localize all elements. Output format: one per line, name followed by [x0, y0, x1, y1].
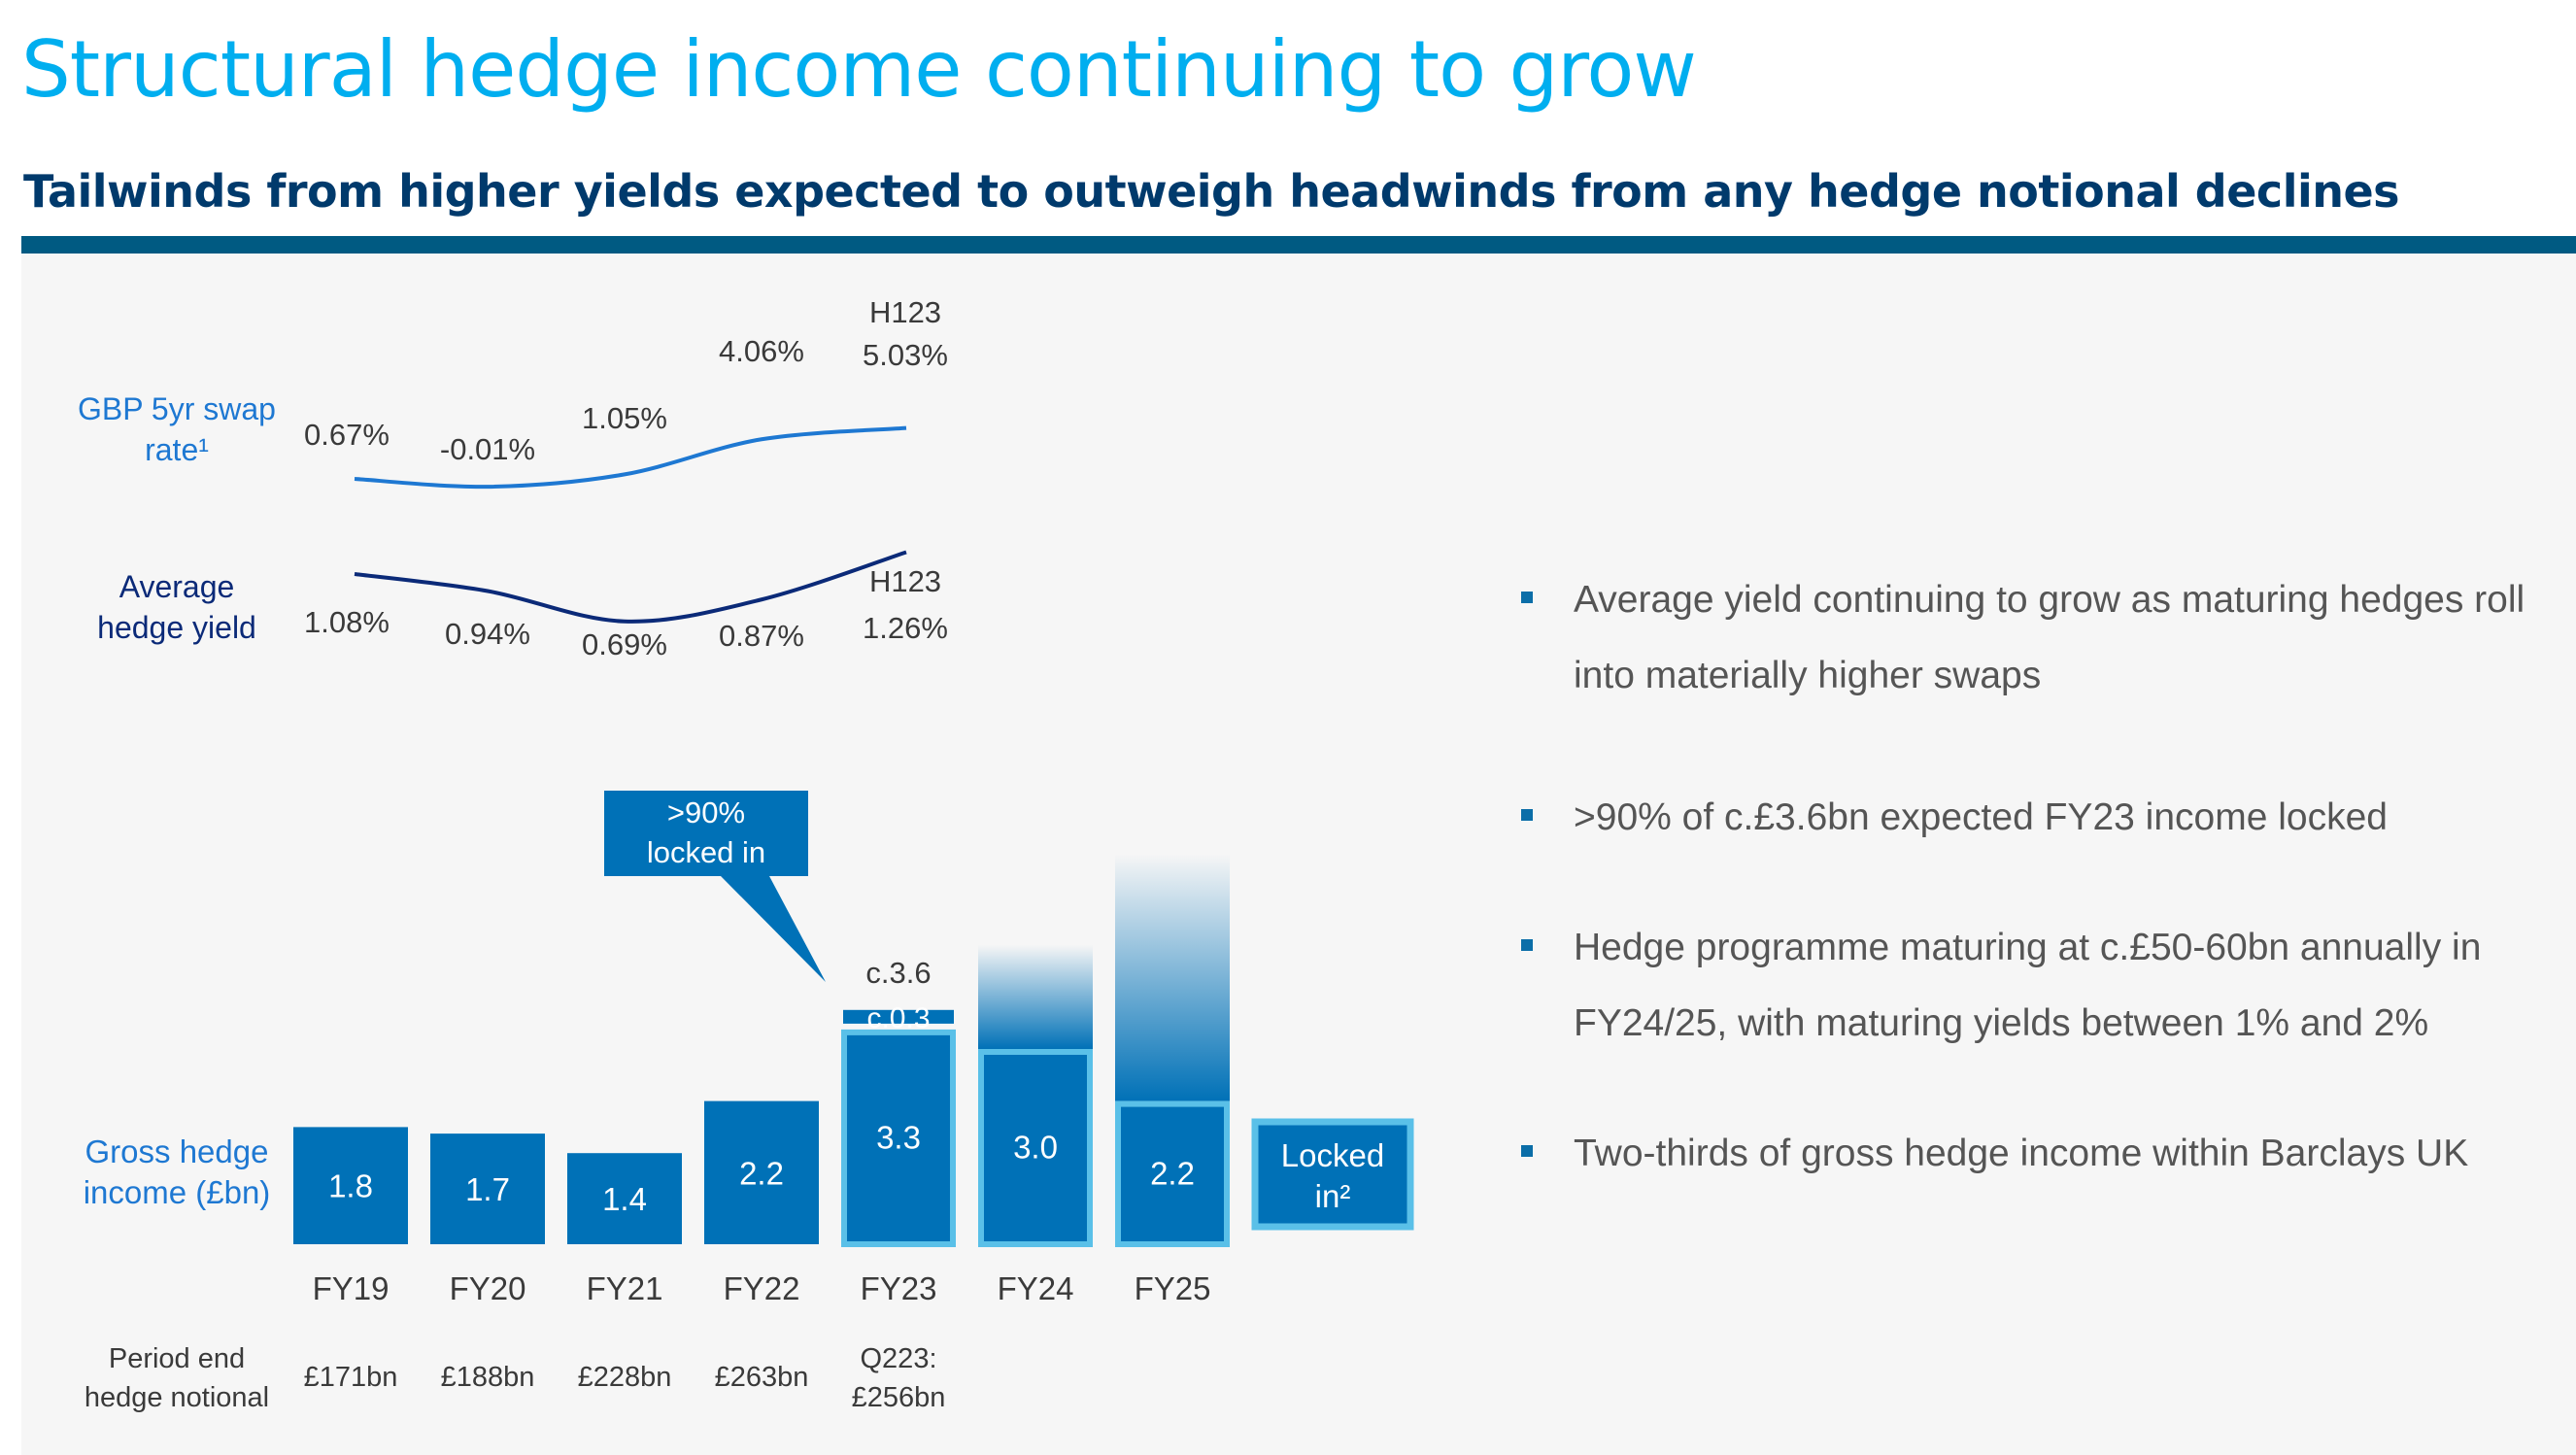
- bar-value-label: 1.7: [465, 1171, 510, 1207]
- key-point-text: Average yield continuing to grow as matu…: [1574, 579, 2525, 696]
- title-divider: [21, 236, 2576, 254]
- series-line: [354, 425, 907, 490]
- bar: [567, 1153, 682, 1244]
- line-series-label: rate¹: [145, 432, 209, 467]
- line-data-label: 0.67%: [304, 418, 390, 452]
- bar-total-label: c.3.6: [865, 956, 931, 990]
- notional-value: Q223:: [861, 1343, 937, 1374]
- x-tick-label: FY21: [587, 1270, 663, 1306]
- bar: [430, 1134, 545, 1244]
- page-subtitle: Tailwinds from higher yields expected to…: [23, 165, 2400, 218]
- key-point-text: Hedge programme maturing at c.£50-60bn a…: [1574, 927, 2482, 1044]
- bar-additional-segment: [843, 1009, 954, 1024]
- bar-value-label: 3.3: [876, 1119, 921, 1155]
- locked-legend-box: [1251, 1118, 1414, 1231]
- bar-unlocked-segment: [1115, 854, 1230, 1101]
- hedge-income-chart: c.0.3 1.8 1.7 1.4 2.2 3.3 3.0 2.2 Locked in² >90% l…: [78, 295, 1414, 1413]
- line-data-label: 4.06%: [719, 334, 804, 368]
- bar-value-label: 3.0: [1013, 1130, 1058, 1166]
- line-period-header: H123: [869, 564, 941, 598]
- bar-value-label: 2.2: [739, 1155, 784, 1191]
- x-tick-label: FY19: [313, 1270, 390, 1306]
- key-point-text: Two-thirds of gross hedge income within …: [1574, 1133, 2469, 1174]
- bars-series-label: income (£bn): [84, 1174, 271, 1210]
- bar: [841, 1029, 956, 1248]
- notional-row-label: Period end: [109, 1343, 245, 1374]
- bars-series-label: Gross hedge: [85, 1134, 269, 1169]
- line-series-label: Average: [119, 569, 235, 604]
- bar: [704, 1100, 819, 1244]
- x-tick-label: FY24: [998, 1270, 1074, 1306]
- bar: [1115, 1100, 1230, 1247]
- bullet-square-icon: [1521, 939, 1533, 951]
- x-tick-label: FY20: [450, 1270, 526, 1306]
- bullet-square-icon: [1521, 1145, 1533, 1157]
- x-tick-label: FY25: [1135, 1270, 1211, 1306]
- callout-text: >90%: [667, 795, 745, 829]
- notional-row-label: hedge notional: [85, 1382, 269, 1413]
- callout-text: locked in: [647, 835, 765, 869]
- x-tick-label: FY22: [724, 1270, 800, 1306]
- bullet-square-icon: [1521, 809, 1533, 821]
- line-data-label: 5.03%: [863, 338, 948, 372]
- callout-pointer: [721, 876, 826, 982]
- line-data-label: -0.01%: [440, 432, 535, 466]
- chart-text-layer: FY19 FY20 FY21 FY22 FY23 FY24 FY25 Period end he…: [78, 295, 1210, 1413]
- locked-legend-label: Locked: [1281, 1137, 1384, 1173]
- bar-value-label: 1.4: [602, 1181, 647, 1217]
- notional-value: £228bn: [578, 1362, 672, 1393]
- bar-value-label: 1.8: [328, 1168, 373, 1204]
- bar-segment-label: c.0.3: [866, 1002, 930, 1034]
- line-data-label: 0.87%: [719, 619, 804, 653]
- line-data-label: 0.94%: [445, 617, 530, 651]
- notional-value: £256bn: [852, 1382, 946, 1413]
- line-data-label: 0.69%: [582, 627, 667, 661]
- line-period-header: H123: [869, 295, 941, 329]
- bullet-square-icon: [1521, 592, 1533, 603]
- bar-unlocked-segment: [978, 944, 1093, 1049]
- line-data-label: 1.26%: [863, 611, 948, 645]
- bar: [978, 1049, 1093, 1247]
- x-tick-label: FY23: [861, 1270, 937, 1306]
- notional-value: £171bn: [304, 1362, 398, 1393]
- line-series-label: hedge yield: [97, 610, 256, 645]
- notional-value: £263bn: [715, 1362, 809, 1393]
- line-series-label: GBP 5yr swap: [78, 391, 276, 426]
- notional-value: £188bn: [441, 1362, 535, 1393]
- bar: [293, 1127, 408, 1244]
- page-title: Structural hedge income continuing to gr…: [21, 24, 1697, 115]
- series-line: [354, 550, 907, 624]
- line-series-layer: [354, 425, 907, 624]
- line-data-label: 1.08%: [304, 605, 390, 639]
- key-point-text: >90% of c.£3.6bn expected FY23 income lo…: [1574, 796, 2388, 838]
- content-panel: c.0.3 1.8 1.7 1.4 2.2 3.3 3.0 2.2 Locked in² >90% l…: [21, 254, 2576, 1455]
- bar-series-layer: c.0.3 1.8 1.7 1.4 2.2 3.3 3.0 2.2 Locked in² >90% l…: [293, 791, 1414, 1248]
- line-data-label: 1.05%: [582, 401, 667, 435]
- bar-value-label: 2.2: [1150, 1155, 1195, 1191]
- callout-box: [604, 791, 808, 876]
- locked-legend-label: in²: [1315, 1178, 1351, 1214]
